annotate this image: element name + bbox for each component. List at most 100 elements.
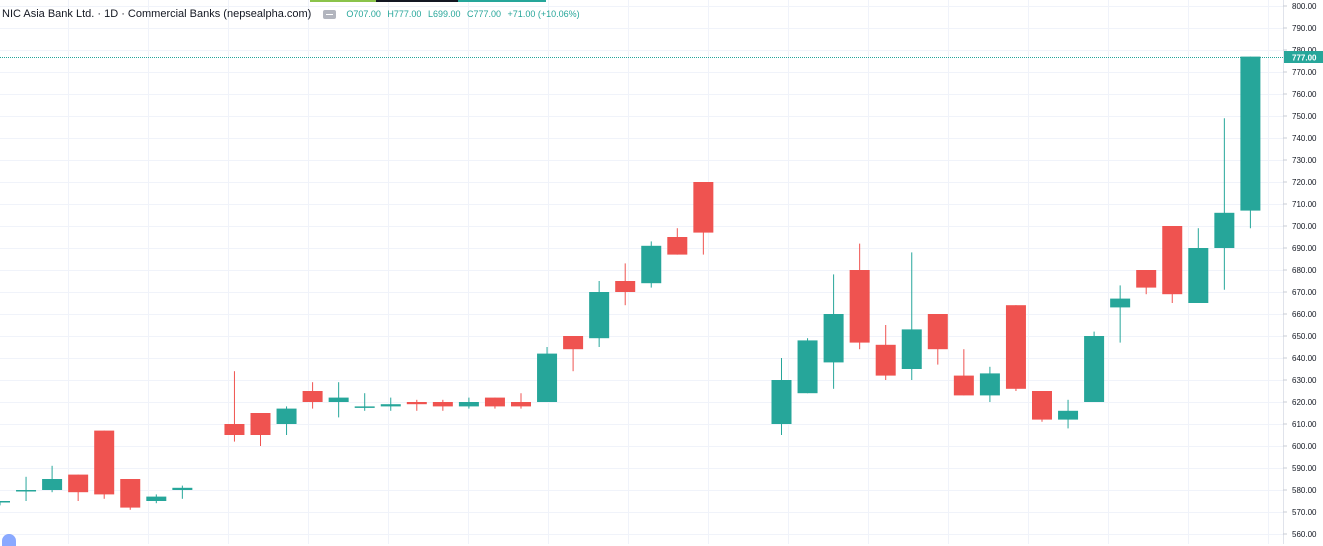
candle-body bbox=[328, 397, 349, 402]
symbol-title[interactable]: NIC Asia Bank Ltd. · 1D · Commercial Ban… bbox=[2, 8, 312, 20]
candle-body bbox=[511, 402, 531, 407]
candle bbox=[1136, 270, 1157, 295]
candle bbox=[1110, 285, 1131, 343]
candle-body bbox=[354, 406, 375, 408]
price-tick-label: 730.00 bbox=[1292, 156, 1317, 165]
price-tick-label: 580.00 bbox=[1292, 486, 1317, 495]
candle-body bbox=[1162, 226, 1183, 295]
candle-body bbox=[302, 391, 323, 402]
price-tick-label: 800.00 bbox=[1292, 2, 1317, 11]
candle bbox=[354, 393, 375, 411]
candle-body bbox=[1214, 212, 1235, 248]
candle bbox=[875, 325, 896, 380]
candle bbox=[484, 397, 505, 409]
candle-body bbox=[484, 397, 505, 407]
high-value: H777.00 bbox=[387, 9, 422, 19]
change-value: +71.00 (+10.06%) bbox=[507, 9, 580, 19]
candle bbox=[823, 274, 844, 389]
candle bbox=[432, 399, 453, 411]
price-axis[interactable]: 800.00 790.00 780.00 770.00 760.00 750.00 740.… bbox=[1283, 2, 1317, 539]
price-tick-label: 640.00 bbox=[1292, 354, 1317, 363]
candle-body bbox=[120, 479, 141, 508]
candle-body bbox=[875, 344, 896, 376]
candle-body bbox=[641, 245, 662, 284]
price-tick-label: 680.00 bbox=[1292, 266, 1317, 275]
candle bbox=[1214, 118, 1235, 290]
candle-body bbox=[380, 404, 401, 407]
candle-body bbox=[224, 424, 245, 435]
candle bbox=[667, 228, 688, 255]
candle-body bbox=[0, 501, 10, 503]
eye-icon[interactable] bbox=[323, 9, 337, 19]
close-value: C777.00 bbox=[467, 9, 502, 19]
candle-body bbox=[1188, 248, 1209, 303]
candle bbox=[693, 182, 714, 255]
candle bbox=[797, 338, 818, 394]
candle-body bbox=[901, 329, 922, 369]
open-value: O707.00 bbox=[346, 9, 381, 19]
candle-body bbox=[771, 380, 792, 424]
candle bbox=[901, 252, 922, 380]
candle-body bbox=[1032, 391, 1052, 420]
candle-body bbox=[927, 314, 948, 350]
candle bbox=[68, 474, 89, 501]
candle-body bbox=[406, 402, 427, 405]
candle bbox=[0, 501, 10, 506]
candle bbox=[771, 358, 792, 435]
candle-body bbox=[432, 402, 453, 407]
tradingview-logo-icon[interactable] bbox=[2, 534, 16, 546]
candle-body bbox=[615, 281, 636, 292]
chart-legend: NIC Asia Bank Ltd. · 1D · Commercial Ban… bbox=[2, 6, 584, 22]
candle-body bbox=[849, 270, 870, 343]
candle bbox=[302, 382, 323, 409]
candle bbox=[458, 397, 479, 409]
price-tick-label: 650.00 bbox=[1292, 332, 1317, 341]
candle bbox=[1005, 305, 1026, 391]
candle-body bbox=[979, 373, 1000, 396]
price-tick-label: 620.00 bbox=[1292, 398, 1317, 407]
candle-body bbox=[693, 182, 714, 233]
price-tick-label: 720.00 bbox=[1292, 178, 1317, 187]
candle bbox=[537, 347, 558, 402]
price-tick-label: 590.00 bbox=[1292, 464, 1317, 473]
candle bbox=[406, 399, 427, 411]
price-tick-label: 660.00 bbox=[1292, 310, 1317, 319]
price-tick-label: 560.00 bbox=[1292, 530, 1317, 539]
candle-body bbox=[1058, 410, 1079, 420]
candle-body bbox=[953, 375, 974, 396]
toolbar-strip-dark bbox=[376, 0, 458, 2]
candle-body bbox=[172, 487, 193, 490]
candle-body bbox=[1136, 270, 1157, 288]
candle-body bbox=[589, 292, 610, 339]
candle bbox=[1084, 331, 1105, 402]
last-price-label: 777.00 bbox=[1292, 54, 1317, 63]
candle-body bbox=[94, 430, 115, 495]
candle bbox=[380, 397, 401, 411]
price-tick-label: 570.00 bbox=[1292, 508, 1317, 517]
candle-body bbox=[537, 353, 558, 402]
price-tick-label: 690.00 bbox=[1292, 244, 1317, 253]
candle bbox=[641, 241, 662, 288]
candle bbox=[224, 371, 245, 442]
toolbar-strip-teal bbox=[458, 0, 546, 2]
price-tick-label: 630.00 bbox=[1292, 376, 1317, 385]
candle-body bbox=[146, 496, 167, 501]
last-price-tag: 777.00 bbox=[1284, 51, 1323, 63]
candle-body bbox=[276, 408, 297, 424]
price-tick-label: 670.00 bbox=[1292, 288, 1317, 297]
price-tick-label: 600.00 bbox=[1292, 442, 1317, 451]
candle-body bbox=[16, 490, 37, 492]
candle-body bbox=[1005, 305, 1026, 389]
price-tick-label: 710.00 bbox=[1292, 200, 1317, 209]
candle bbox=[1058, 399, 1079, 429]
candle bbox=[849, 243, 870, 350]
price-tick-label: 610.00 bbox=[1292, 420, 1317, 429]
candle-body bbox=[1240, 56, 1261, 211]
candle bbox=[1240, 56, 1261, 229]
price-tick-label: 760.00 bbox=[1292, 90, 1317, 99]
candle-body bbox=[797, 340, 818, 394]
candle bbox=[172, 485, 193, 499]
low-value: L699.00 bbox=[427, 9, 461, 19]
candle bbox=[250, 413, 271, 446]
